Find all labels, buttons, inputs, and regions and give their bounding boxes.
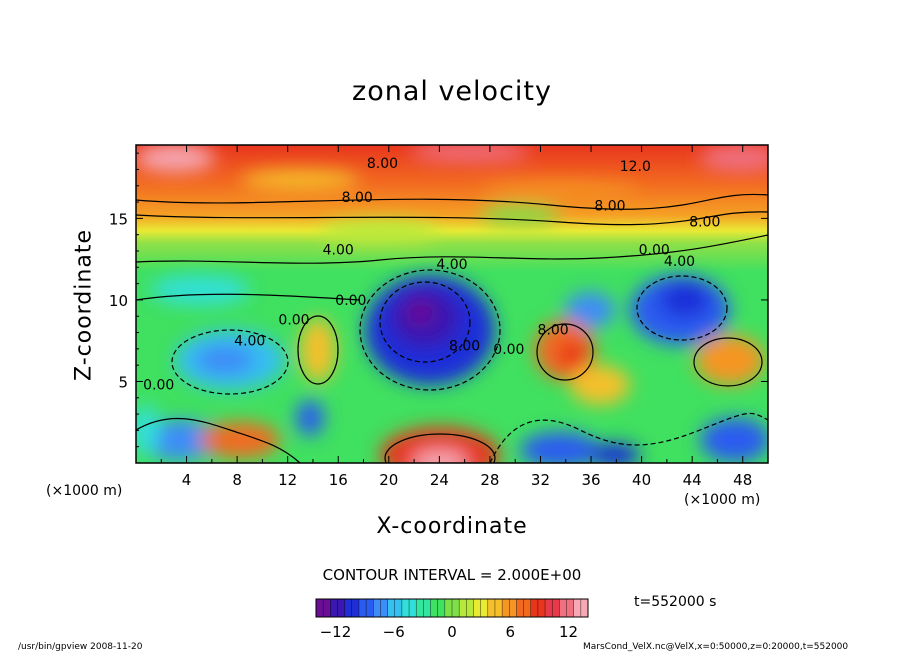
contour-label: 0.00 [335, 293, 366, 309]
colorbar-segment [502, 599, 517, 617]
colorbar-tick-label: −12 [320, 623, 352, 641]
colorbar-segment [401, 599, 417, 617]
x-tick-label: 16 [329, 471, 348, 489]
contour-label: 0.00 [639, 242, 670, 258]
x-tick-label: 32 [531, 471, 550, 489]
colorbar-segment [387, 599, 403, 617]
colorbar-segment [330, 599, 346, 617]
colorbar-segment [473, 599, 489, 617]
footer-left-text: /usr/bin/gpview 2008-11-20 [18, 642, 143, 652]
colorbar-segment [559, 599, 575, 617]
colorbar-tick-label: 12 [559, 623, 578, 641]
colorbar-ticks: −12 −6 0 6 12 [320, 623, 579, 641]
colorbar-segment [430, 599, 446, 617]
contour-label: 4.00 [436, 257, 467, 273]
contour-label: 12.0 [620, 159, 651, 175]
contour-label: 8.00 [594, 198, 625, 214]
x-tick-label: 28 [480, 471, 499, 489]
colorbar-segment [516, 599, 532, 617]
colorbar-tick-label: 6 [506, 623, 516, 641]
heatmap-blobs [136, 145, 768, 463]
contour-interval-text: CONTOUR INTERVAL = 2.000E+00 [322, 566, 582, 584]
colorbar-frame [315, 598, 589, 618]
contour-label: 4.00 [664, 254, 695, 270]
footer-right-text: MarsCond_VelX.nc@VelX,x=0:50000,z=0:2000… [583, 642, 849, 652]
x-tick-label: 44 [683, 471, 702, 489]
x-tick-label: 48 [733, 471, 752, 489]
y-tick-label: 10 [109, 292, 128, 310]
colorbar-segment [416, 599, 432, 617]
colorbar [315, 598, 589, 618]
colorbar-segment [545, 599, 560, 617]
x-tick-label: 20 [379, 471, 398, 489]
contour-label: 8.00 [449, 339, 480, 355]
colorbar-tick-label: 0 [447, 623, 457, 641]
colorbar-segment [487, 599, 503, 617]
colorbar-segment [373, 599, 389, 617]
x-tick-label: 8 [232, 471, 242, 489]
colorbar-segment [316, 599, 331, 617]
contour-lines [136, 193, 768, 463]
colorbar-segment [459, 599, 474, 617]
x-tick-label: 4 [182, 471, 192, 489]
x-axis-label: X-coordinate [376, 514, 528, 539]
colorbar-segment [573, 599, 589, 617]
contour-label: 8.00 [538, 322, 569, 338]
contour-label: 4.00 [323, 242, 354, 258]
contour-label: 4.00 [234, 334, 265, 350]
contour-label: 8.00 [689, 215, 720, 231]
colorbar-tick-label: −6 [383, 623, 405, 641]
plot-area [135, 144, 769, 464]
contour-label: 0.00 [493, 342, 524, 358]
x-tick-label: 24 [430, 471, 449, 489]
time-label: t=552000 s [634, 594, 717, 610]
chart-title: zonal velocity [352, 76, 552, 107]
colorbar-segment [444, 599, 460, 617]
plot-frame [135, 144, 769, 464]
x-tick-label: 36 [581, 471, 600, 489]
x-tick-label: 40 [632, 471, 651, 489]
y-axis-ticks: 5 10 15 [109, 152, 768, 448]
contour-label: 0.00 [143, 378, 174, 394]
contour-labels: 8.00 12.08.008.008.004.00 0.004.004.000.00… [143, 156, 720, 394]
x-axis-ticks: 4 8 12 16 20 24 28 32 36 40 44 48 [160, 145, 752, 489]
x-unit-label-left: (×1000 m) [46, 483, 123, 499]
x-tick-label: 12 [278, 471, 297, 489]
colorbar-segment [344, 599, 360, 617]
y-tick-label: 5 [118, 373, 128, 391]
contour-label: 8.00 [367, 156, 398, 172]
contour-label: 0.00 [278, 312, 309, 328]
y-tick-label: 15 [109, 210, 128, 228]
colorbar-segment [358, 599, 374, 617]
x-unit-label-right: (×1000 m) [684, 492, 761, 508]
contour-label: 8.00 [342, 190, 373, 206]
colorbar-segment [530, 599, 546, 617]
